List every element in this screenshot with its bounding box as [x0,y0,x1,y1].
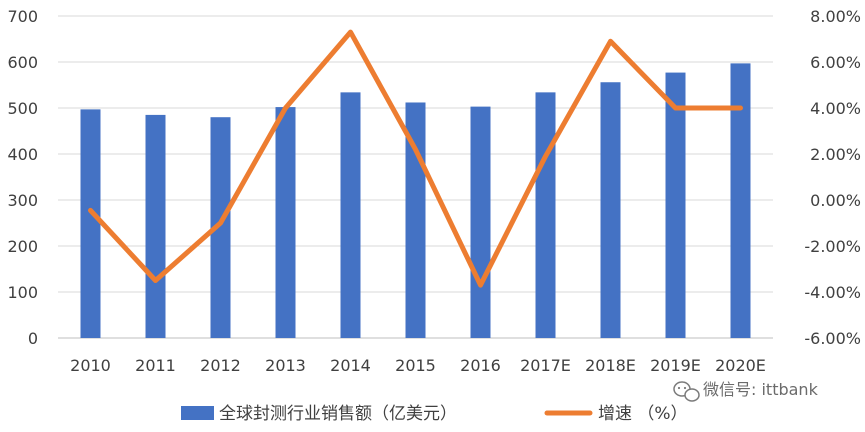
bar [665,72,686,338]
left-tick-label: 700 [7,7,38,26]
left-tick-label: 400 [7,145,38,164]
right-tick-label: 6.00% [810,53,861,72]
left-tick-label: 600 [7,53,38,72]
right-axis-ticks: -6.00% -4.00% -2.00% 0.00% 2.00% 4.00% 6.00% 8.… [804,7,861,348]
legend-label-sales: 全球封测行业销售额（亿美元） [219,404,457,424]
bar [535,92,556,338]
x-tick-label: 2020E [715,356,766,375]
left-tick-label: 300 [7,191,38,210]
left-tick-label: 100 [7,283,38,302]
watermark: 微信号: ittbank [673,380,819,402]
bar-series [80,63,751,339]
bar [470,106,491,339]
bar [600,82,621,339]
x-tick-label: 2010 [70,356,111,375]
watermark-text: 微信号: ittbank [703,380,819,399]
x-tick-label: 2017E [520,356,571,375]
right-tick-label: 0.00% [810,191,861,210]
legend: 全球封测行业销售额（亿美元） 增速 （%） [181,404,688,424]
bar [80,109,101,338]
left-tick-label: 200 [7,237,38,256]
x-tick-label: 2012 [200,356,241,375]
wechat-icon [673,381,700,402]
x-tick-label: 2011 [135,356,176,375]
x-axis-ticks: 2010 2011 2012 2013 2014 2015 2016 2017E 2018E 20… [70,356,766,375]
x-tick-label: 2013 [265,356,306,375]
left-tick-label: 500 [7,99,38,118]
right-tick-label: -6.00% [804,329,861,348]
x-tick-label: 2016 [460,356,501,375]
x-tick-label: 2018E [585,356,636,375]
right-tick-label: -2.00% [804,237,861,256]
right-tick-label: 2.00% [810,145,861,164]
bar [340,92,361,338]
line-series [88,29,743,288]
right-tick-label: 8.00% [810,7,861,26]
x-tick-label: 2019E [650,356,701,375]
left-tick-label: 0 [28,329,38,348]
bar [145,114,166,339]
x-tick-label: 2014 [330,356,371,375]
right-tick-label: -4.00% [804,283,861,302]
legend-label-growth: 增速 （%） [598,404,688,424]
legend-swatch-bar [181,406,214,420]
bar [275,107,296,338]
left-axis-ticks: 0 100 200 300 400 500 600 700 [7,7,38,348]
bar [730,63,751,338]
right-tick-label: 4.00% [810,99,861,118]
bar [210,117,231,338]
x-tick-label: 2015 [395,356,436,375]
